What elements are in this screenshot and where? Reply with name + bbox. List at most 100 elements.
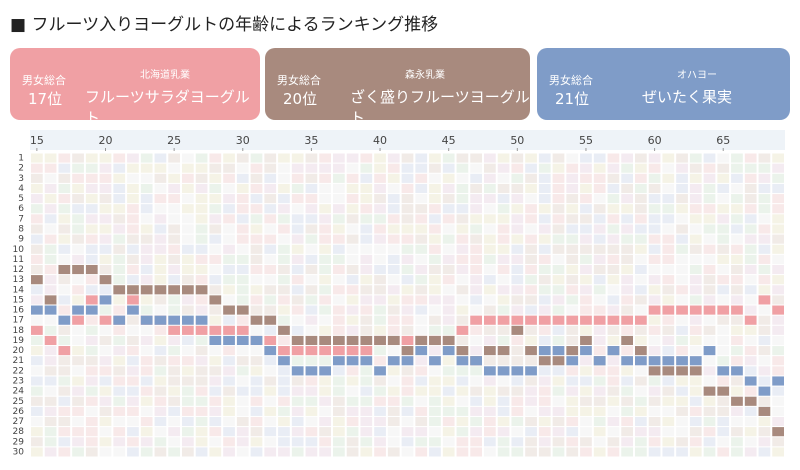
background-cell (195, 427, 208, 437)
background-cell (333, 366, 345, 376)
background-cell (566, 366, 579, 376)
rank-cell (593, 315, 606, 325)
background-cell (360, 204, 373, 214)
rank-cell (195, 315, 208, 325)
background-cell (552, 254, 565, 264)
background-cell (182, 376, 194, 386)
rank-cell (387, 356, 400, 366)
rank-cell (607, 346, 620, 356)
background-cell (744, 366, 757, 376)
background-cell (621, 416, 633, 427)
background-cell (676, 214, 688, 224)
background-cell (209, 406, 222, 416)
background-cell (127, 356, 139, 366)
background-cell (264, 163, 277, 173)
background-cell (99, 244, 112, 254)
background-cell (387, 406, 400, 416)
background-cell (291, 315, 304, 325)
background-cell (31, 427, 43, 437)
background-cell (429, 234, 441, 244)
rank-cell (717, 366, 730, 376)
background-cell (429, 153, 441, 163)
background-cell (44, 356, 57, 366)
background-cell (127, 406, 139, 416)
y-tick-label: 10 (13, 245, 25, 255)
background-cell (525, 275, 537, 285)
background-cell (580, 285, 592, 295)
background-cell (333, 295, 345, 305)
background-cell (703, 447, 716, 457)
background-cell (566, 173, 579, 183)
background-cell (442, 447, 455, 457)
background-cell (497, 224, 510, 234)
background-cell (484, 224, 496, 234)
background-cell (113, 295, 126, 305)
background-cell (566, 325, 579, 335)
rank-cell (140, 285, 153, 295)
rank-cell (442, 335, 455, 346)
background-cell (387, 264, 400, 275)
background-cell (456, 224, 469, 234)
background-cell (85, 153, 98, 163)
background-cell (278, 204, 290, 214)
background-cell (442, 427, 455, 437)
background-cell (676, 254, 688, 264)
background-cell (429, 416, 441, 427)
rank-cell (127, 285, 139, 295)
background-cell (140, 244, 153, 254)
background-cell (305, 396, 318, 406)
background-cell (758, 346, 771, 356)
background-cell (346, 204, 359, 214)
background-cell (360, 447, 373, 457)
background-cell (127, 214, 139, 224)
background-cell (154, 325, 167, 335)
background-cell (566, 163, 579, 173)
background-cell (511, 285, 524, 295)
background-cell (456, 305, 469, 315)
background-cell (772, 183, 784, 194)
background-cell (44, 416, 57, 427)
background-cell (580, 214, 592, 224)
background-cell (72, 204, 84, 214)
background-cell (731, 244, 743, 254)
background-cell (72, 173, 84, 183)
background-cell (387, 295, 400, 305)
background-cell (593, 396, 606, 406)
background-cell (429, 406, 441, 416)
background-cell (264, 356, 277, 366)
background-cell (511, 244, 524, 254)
background-cell (58, 447, 71, 457)
background-cell (72, 254, 84, 264)
rank-cell (168, 315, 180, 325)
y-tick-label: 21 (13, 356, 24, 366)
background-cell (31, 244, 43, 254)
background-cell (168, 356, 180, 366)
background-cell (223, 427, 235, 437)
background-cell (607, 224, 620, 234)
background-cell (401, 234, 414, 244)
background-cell (415, 416, 428, 427)
background-cell (374, 386, 386, 396)
background-cell (387, 153, 400, 163)
background-cell (236, 234, 249, 244)
rank-cell (223, 335, 235, 346)
x-tick-label: 20 (99, 134, 113, 147)
rank-cell (676, 356, 688, 366)
background-cell (31, 447, 43, 457)
background-cell (717, 416, 730, 427)
background-cell (580, 163, 592, 173)
background-cell (566, 416, 579, 427)
background-cell (772, 234, 784, 244)
background-cell (525, 295, 537, 305)
background-cell (717, 285, 730, 295)
background-cell (250, 356, 263, 366)
background-cell (168, 153, 180, 163)
background-cell (456, 153, 469, 163)
background-cell (442, 163, 455, 173)
background-cell (607, 295, 620, 305)
background-cell (140, 275, 153, 285)
background-cell (593, 437, 606, 447)
background-cell (85, 214, 98, 224)
y-tick-label: 17 (13, 316, 24, 326)
background-cell (429, 285, 441, 295)
